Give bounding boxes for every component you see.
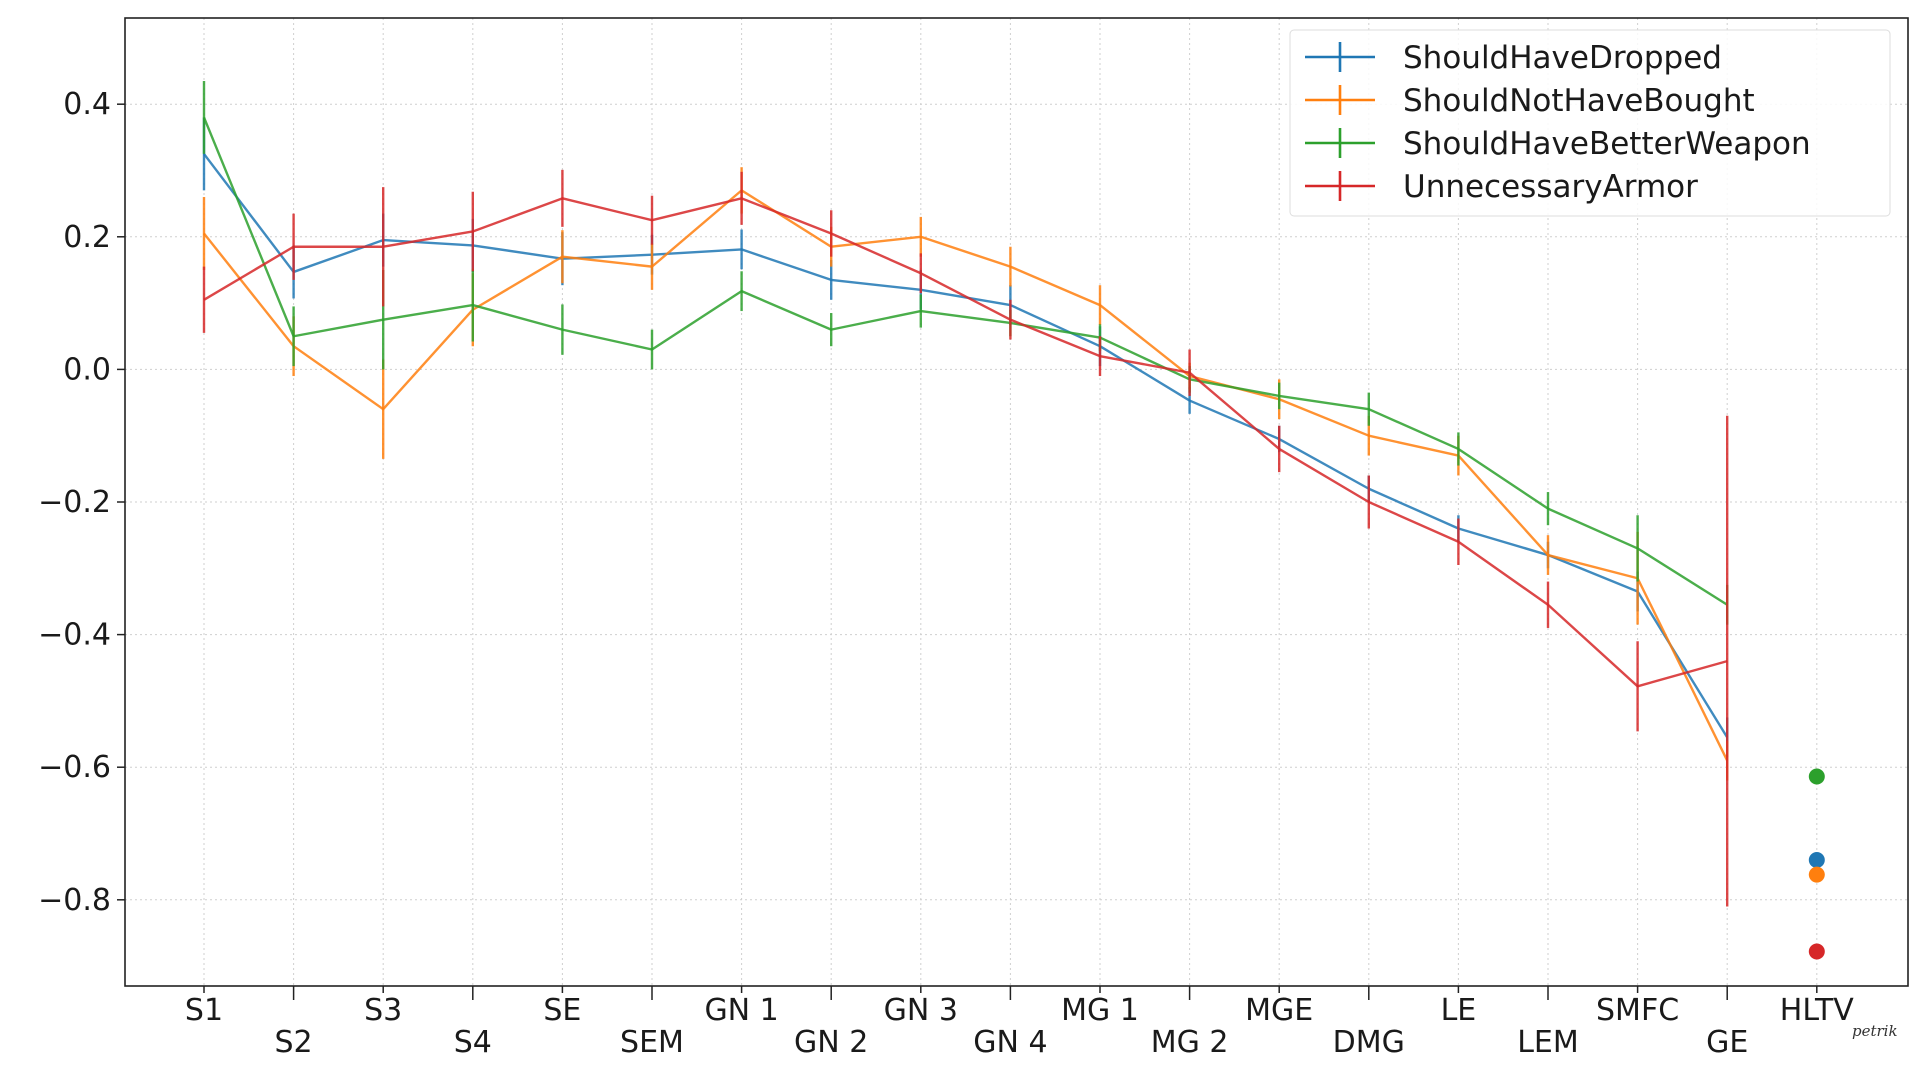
x-tick-label: S3 (364, 993, 402, 1028)
legend-label: UnnecessaryArmor (1403, 169, 1698, 205)
x-tick-label: SE (543, 993, 581, 1028)
legend-label: ShouldHaveBetterWeapon (1403, 126, 1811, 162)
x-axis-ticks: S1 S2 S3 S4 SE SEM GN 1 GN 2 GN 3 GN 4 MG 1 MG 2 MGE… (185, 986, 1854, 1060)
hltv-point (1808, 866, 1825, 883)
y-axis-ticks: 0.4 0.2 0.0 −0.2 −0.4 −0.6 −0.8 (38, 87, 125, 918)
series-UnnecessaryArmor (202, 169, 1729, 907)
watermark-signature: petrik (1852, 1022, 1898, 1040)
x-tick-label: GN 2 (794, 1025, 868, 1060)
y-tick-label: −0.8 (38, 883, 111, 918)
x-tick-label: DMG (1333, 1025, 1405, 1060)
x-tick-label: MGE (1245, 993, 1313, 1028)
series-line (203, 153, 1729, 738)
x-tick-label: S1 (185, 993, 223, 1028)
x-tick-label: HLTV (1780, 993, 1854, 1028)
x-tick-label: S4 (454, 1025, 492, 1060)
series-line (203, 189, 1729, 762)
legend-label: ShouldNotHaveBought (1403, 83, 1755, 119)
series-line (202, 116, 1728, 606)
hltv-point (1808, 852, 1825, 869)
y-tick-label: −0.4 (38, 618, 111, 653)
y-tick-label: 0.2 (63, 220, 111, 255)
x-tick-label: S2 (275, 1025, 313, 1060)
y-tick-label: −0.2 (38, 485, 111, 520)
series-lines (202, 80, 1729, 907)
x-tick-label: GN 3 (884, 993, 958, 1028)
x-tick-label: GN 1 (704, 993, 778, 1028)
legend: ShouldHaveDropped ShouldNotHaveBought Shou… (1289, 29, 1891, 217)
x-tick-label: LE (1441, 993, 1477, 1028)
x-tick-label: MG 1 (1061, 993, 1139, 1028)
x-tick-label: SEM (620, 1025, 684, 1060)
x-tick-label: GN 4 (973, 1025, 1047, 1060)
y-tick-label: −0.6 (38, 750, 111, 785)
hltv-point (1808, 768, 1825, 785)
hltv-points (1808, 768, 1825, 960)
x-tick-label: SMFC (1596, 993, 1679, 1028)
series-ShouldNotHaveBought (202, 167, 1729, 781)
y-tick-label: 0.0 (63, 352, 111, 387)
legend-label: ShouldHaveDropped (1403, 40, 1722, 76)
x-tick-label: LEM (1517, 1025, 1579, 1060)
x-tick-label: MG 2 (1151, 1025, 1229, 1060)
hltv-point (1808, 943, 1825, 960)
y-tick-label: 0.4 (63, 87, 111, 122)
x-tick-label: GE (1706, 1025, 1748, 1060)
series-line (203, 197, 1728, 688)
legend-box (1289, 29, 1891, 217)
